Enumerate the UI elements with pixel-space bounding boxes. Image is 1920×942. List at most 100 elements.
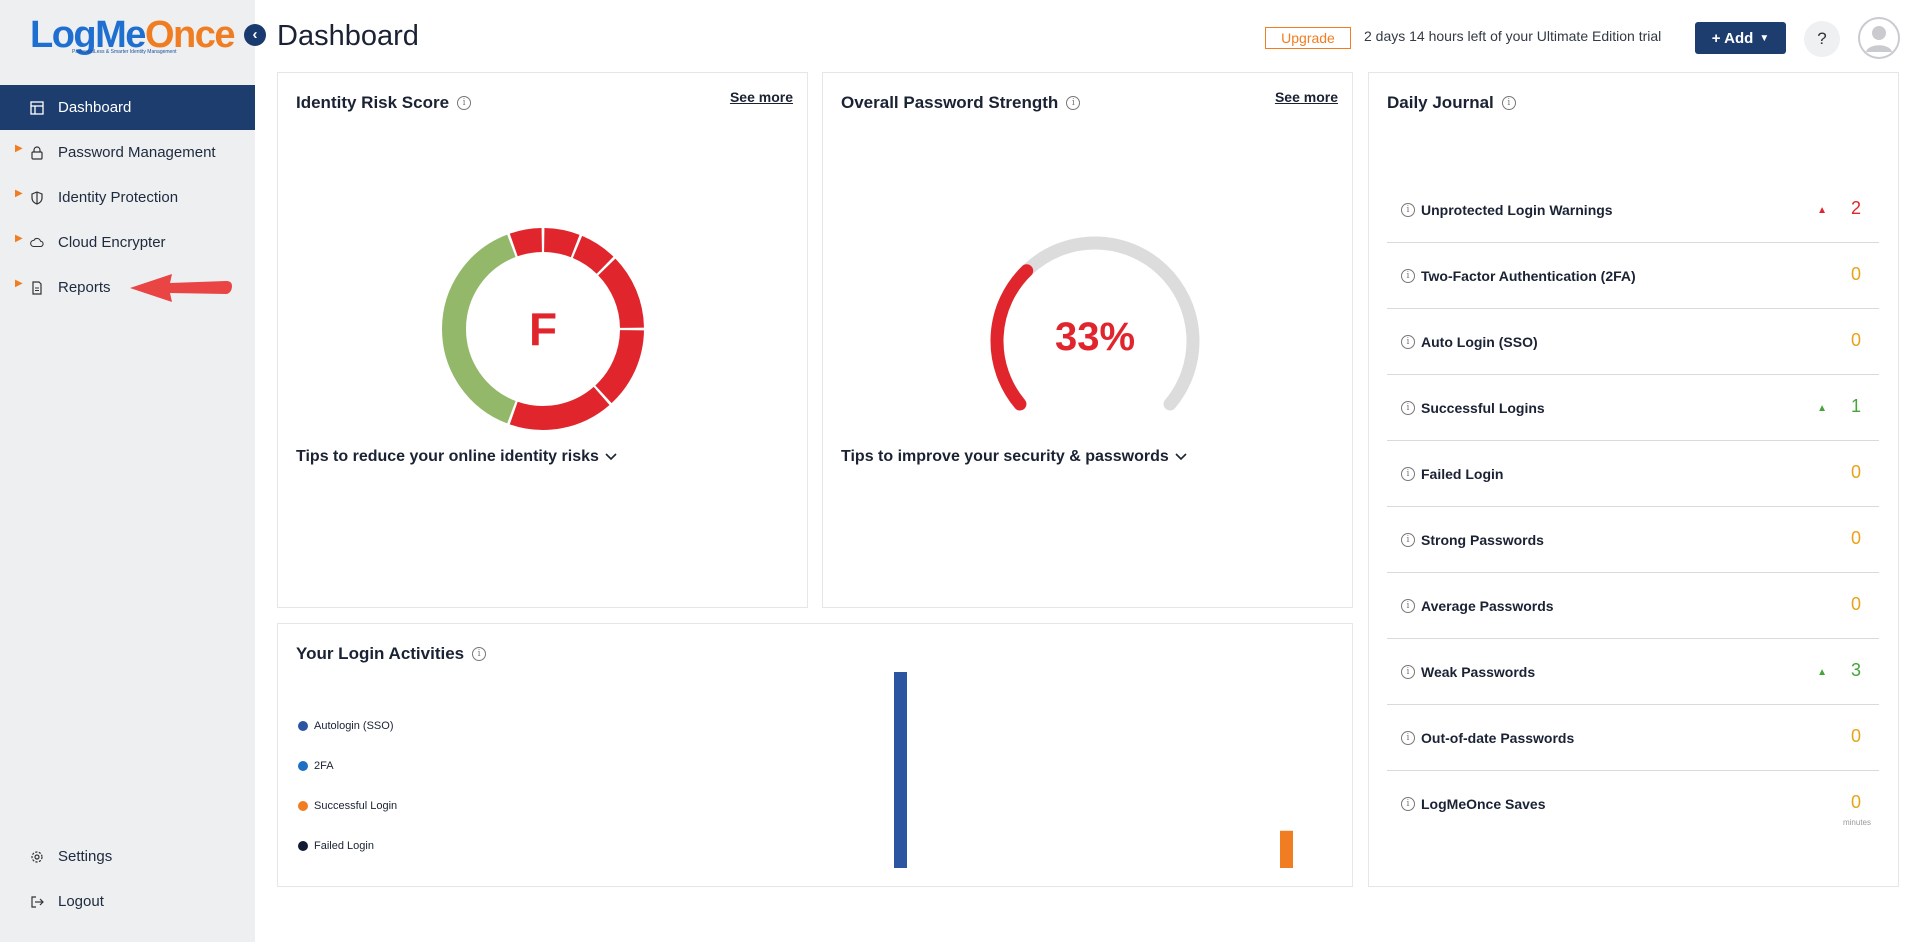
see-more-link[interactable]: See more bbox=[729, 89, 793, 105]
sidebar-item-identity-protection[interactable]: ▶ Identity Protection bbox=[0, 175, 255, 220]
document-icon bbox=[30, 280, 44, 295]
info-icon[interactable]: i bbox=[1401, 466, 1415, 481]
journal-row[interactable]: i Unprotected Login Warnings ▲ 2 bbox=[1387, 177, 1879, 243]
legend-dot bbox=[298, 841, 308, 851]
risk-donut: F bbox=[439, 225, 647, 433]
donut-chart bbox=[442, 228, 644, 430]
info-icon[interactable]: i bbox=[1401, 730, 1415, 745]
info-icon[interactable]: i bbox=[1066, 96, 1081, 110]
sidebar-item-dashboard[interactable]: Dashboard bbox=[0, 85, 255, 130]
strength-percent: 33% bbox=[1054, 315, 1136, 359]
info-icon[interactable]: i bbox=[1501, 96, 1516, 110]
info-icon[interactable]: i bbox=[1401, 664, 1415, 679]
legend-dot bbox=[298, 801, 308, 811]
info-icon[interactable]: i bbox=[472, 647, 487, 661]
journal-row[interactable]: i Average Passwords 0 bbox=[1387, 573, 1879, 639]
donut-segment bbox=[442, 234, 516, 424]
cloud-icon bbox=[30, 236, 44, 250]
info-icon[interactable]: i bbox=[1401, 797, 1415, 811]
donut-segment bbox=[509, 386, 610, 430]
upgrade-button[interactable]: Upgrade bbox=[1265, 27, 1351, 49]
caret-right-icon[interactable]: ▶ bbox=[15, 233, 23, 244]
journal-row-label: Two-Factor Authentication (2FA) bbox=[1421, 267, 1636, 284]
sidebar-item-cloud-encrypter[interactable]: ▶ Cloud Encrypter bbox=[0, 220, 255, 265]
journal-row[interactable]: i Out-of-date Passwords 0 bbox=[1387, 705, 1879, 771]
journal-row[interactable]: i Weak Passwords ▲ 3 bbox=[1387, 639, 1879, 705]
info-icon[interactable]: i bbox=[1401, 598, 1415, 613]
chart-legend: Autologin (SSO) 2FA Successful Login Fai… bbox=[298, 706, 397, 866]
chevron-left-icon[interactable]: ‹ bbox=[244, 24, 266, 46]
donut-segment bbox=[597, 258, 644, 329]
user-icon bbox=[1858, 17, 1900, 59]
sidebar: LogMeOnce PasswordLess & Smarter Identit… bbox=[0, 0, 255, 942]
journal-row-unit: minutes bbox=[1842, 818, 1871, 827]
journal-row[interactable]: i Failed Login 0 bbox=[1387, 441, 1879, 507]
sidebar-item-reports[interactable]: ▶ Reports bbox=[0, 265, 255, 310]
journal-row-value: 0 bbox=[1850, 330, 1861, 350]
legend-item[interactable]: Successful Login bbox=[298, 786, 397, 826]
caret-right-icon[interactable]: ▶ bbox=[15, 188, 23, 199]
journal-row[interactable]: i Strong Passwords 0 bbox=[1387, 507, 1879, 573]
journal-list: i Unprotected Login Warnings ▲ 2 i Two-Factor… bbox=[1387, 177, 1879, 837]
chart-bar[interactable] bbox=[894, 672, 907, 868]
journal-row-label: Strong Passwords bbox=[1421, 531, 1544, 548]
sidebar-item-settings[interactable]: Settings bbox=[0, 834, 255, 879]
donut-segment bbox=[543, 228, 580, 258]
legend-item[interactable]: 2FA bbox=[298, 746, 397, 786]
sidebar-item-label: Cloud Encrypter bbox=[58, 234, 166, 251]
sidebar-bottom-nav: Settings Logout bbox=[0, 834, 255, 924]
avatar[interactable] bbox=[1858, 17, 1900, 59]
strength-tips-toggle[interactable]: Tips to improve your security & password… bbox=[841, 448, 1187, 466]
journal-row-value: 0 bbox=[1850, 726, 1861, 746]
dashboard-icon bbox=[30, 100, 44, 115]
donut-segment bbox=[595, 329, 644, 404]
risk-tips-toggle[interactable]: Tips to reduce your online identity risk… bbox=[296, 448, 617, 466]
chart-bar[interactable] bbox=[1280, 830, 1293, 868]
card-title-text: Overall Password Strength bbox=[841, 93, 1059, 112]
journal-row[interactable]: i Two-Factor Authentication (2FA) 0 bbox=[1387, 243, 1879, 309]
logo-tagline: PasswordLess & Smarter Identity Manageme… bbox=[72, 49, 177, 55]
password-strength-card: Overall Password Strength i See more 33%… bbox=[822, 72, 1353, 608]
legend-label: 2FA bbox=[314, 760, 334, 772]
gauge-chart bbox=[990, 236, 1200, 411]
legend-item[interactable]: Failed Login bbox=[298, 826, 397, 866]
lock-icon bbox=[30, 145, 44, 160]
info-icon[interactable]: i bbox=[1401, 202, 1415, 217]
sidebar-item-logout[interactable]: Logout bbox=[0, 879, 255, 924]
journal-row[interactable]: i Successful Logins ▲ 1 bbox=[1387, 375, 1879, 441]
journal-row-label: Failed Login bbox=[1421, 465, 1504, 482]
journal-row-value: 0 bbox=[1850, 264, 1861, 284]
see-more-link[interactable]: See more bbox=[1274, 89, 1338, 105]
journal-row-value: 0 bbox=[1850, 594, 1861, 614]
tips-text: Tips to reduce your online identity risk… bbox=[296, 448, 599, 465]
info-icon[interactable]: i bbox=[1401, 268, 1415, 283]
trend-up-icon: ▲ bbox=[1817, 205, 1827, 216]
daily-journal-card: Daily Journal i i Unprotected Login Warni… bbox=[1368, 72, 1899, 887]
journal-row-label: Out-of-date Passwords bbox=[1421, 729, 1575, 746]
add-button[interactable]: + Add ▼ bbox=[1695, 22, 1786, 54]
info-icon[interactable]: i bbox=[457, 96, 472, 110]
legend-item[interactable]: Autologin (SSO) bbox=[298, 706, 397, 746]
sidebar-item-password-management[interactable]: ▶ Password Management bbox=[0, 130, 255, 175]
caret-right-icon[interactable]: ▶ bbox=[15, 143, 23, 154]
trend-up-icon: ▲ bbox=[1817, 403, 1827, 414]
journal-row[interactable]: i Auto Login (SSO) 0 bbox=[1387, 309, 1879, 375]
journal-row[interactable]: i LogMeOnce Saves 0 minutes bbox=[1387, 771, 1879, 837]
info-icon[interactable]: i bbox=[1401, 400, 1415, 415]
legend-label: Autologin (SSO) bbox=[314, 720, 394, 732]
info-icon[interactable]: i bbox=[1401, 532, 1415, 547]
sidebar-item-label: Password Management bbox=[58, 144, 216, 161]
journal-row-value: 0 bbox=[1850, 528, 1861, 548]
info-icon[interactable]: i bbox=[1401, 334, 1415, 349]
journal-row-value: 0 bbox=[1850, 462, 1861, 482]
login-activities-card: Your Login Activities i Autologin (SSO) … bbox=[277, 623, 1353, 887]
caret-right-icon[interactable]: ▶ bbox=[15, 278, 23, 289]
help-button[interactable]: ? bbox=[1804, 21, 1840, 57]
legend-label: Successful Login bbox=[314, 800, 398, 812]
sidebar-item-label: Settings bbox=[58, 848, 113, 865]
sidebar-item-label: Dashboard bbox=[58, 99, 132, 116]
logo[interactable]: LogMeOnce PasswordLess & Smarter Identit… bbox=[30, 16, 235, 55]
journal-row-label: Weak Passwords bbox=[1421, 663, 1536, 680]
shield-icon bbox=[30, 190, 44, 205]
add-button-label: + Add bbox=[1711, 29, 1754, 47]
